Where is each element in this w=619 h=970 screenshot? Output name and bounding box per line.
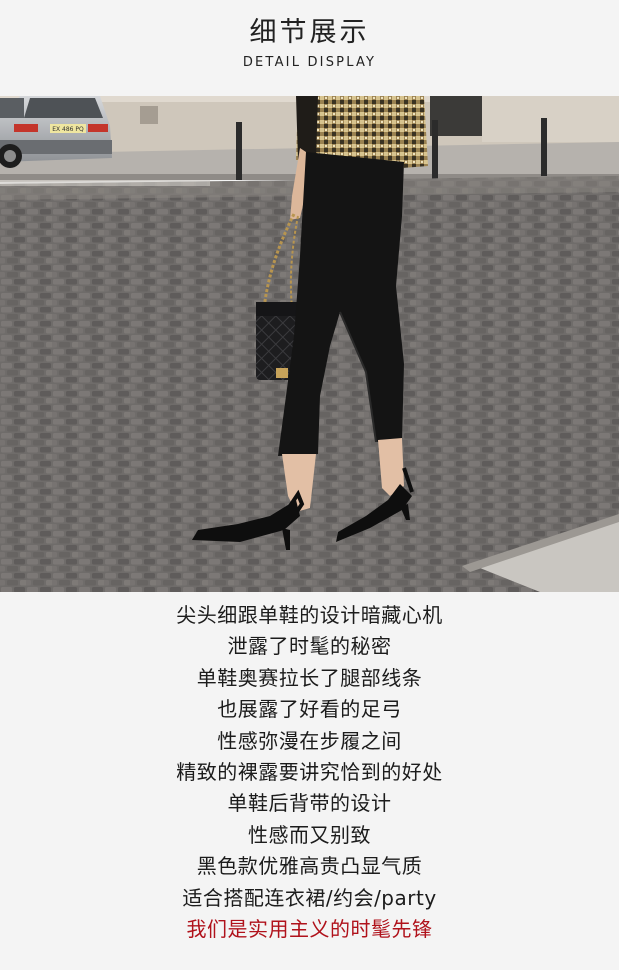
- description-line: 黑色款优雅高贵凸显气质: [196, 854, 423, 879]
- license-plate: EX 486 PQ: [52, 126, 84, 133]
- section-title: 细节展示: [249, 17, 370, 48]
- model-figure: [192, 96, 428, 550]
- description-line: 尖头细跟单鞋的设计暗藏心机: [176, 603, 443, 627]
- section-header: 细节展示 DETAIL DISPLAY: [0, 0, 619, 96]
- description-line: 精致的裸露要讲究恰到的好处: [176, 759, 443, 784]
- section-subtitle: DETAIL DISPLAY: [242, 55, 377, 70]
- description-line: 性感弥漫在步履之间: [217, 728, 402, 753]
- description-line: 单鞋奥赛拉长了腿部线条: [196, 665, 423, 690]
- slingback-heel-right: [336, 484, 412, 542]
- tweed-jacket: [296, 96, 428, 168]
- bollard: [236, 122, 242, 180]
- description-line: 也展露了好看的足弓: [217, 697, 402, 722]
- bollard: [432, 120, 438, 182]
- black-trousers: [278, 152, 404, 456]
- product-description: 尖头细跟单鞋的设计暗藏心机 泄露了时髦的秘密 单鞋奥赛拉长了腿部线条 也展露了好…: [0, 600, 619, 945]
- parked-car: EX 486 PQ: [0, 96, 112, 168]
- product-photo: EX 486 PQ: [0, 96, 619, 592]
- bag-chain-strap: [262, 213, 296, 309]
- bollard: [541, 118, 547, 176]
- description-line: 泄露了时髦的秘密: [227, 634, 392, 659]
- description-line: 适合搭配连衣裙/约会/party: [182, 885, 437, 910]
- slingback-heel-left: [192, 500, 300, 542]
- description-highlight: 我们是实用主义的时髦先锋: [186, 916, 433, 941]
- curb: [470, 516, 619, 592]
- description-line: 单鞋后背带的设计: [227, 791, 392, 816]
- description-line: 性感而又别致: [248, 822, 371, 847]
